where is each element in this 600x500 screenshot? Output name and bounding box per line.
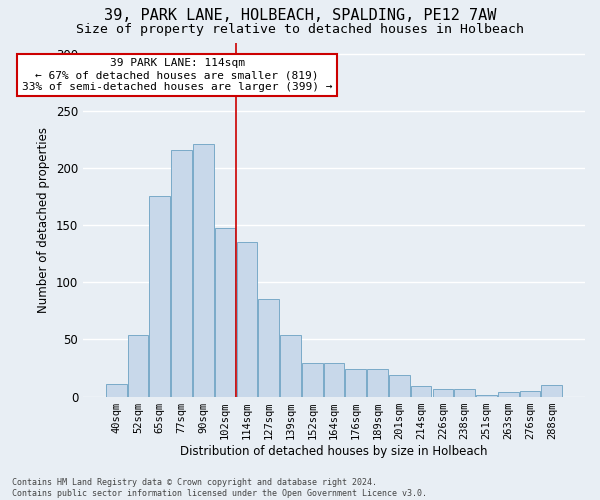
X-axis label: Distribution of detached houses by size in Holbeach: Distribution of detached houses by size … (180, 444, 488, 458)
Text: 39, PARK LANE, HOLBEACH, SPALDING, PE12 7AW: 39, PARK LANE, HOLBEACH, SPALDING, PE12 … (104, 8, 496, 22)
Text: 39 PARK LANE: 114sqm
← 67% of detached houses are smaller (819)
33% of semi-deta: 39 PARK LANE: 114sqm ← 67% of detached h… (22, 58, 332, 92)
Bar (149, 196, 170, 396)
Bar (106, 384, 127, 396)
Bar (128, 335, 148, 396)
Y-axis label: Number of detached properties: Number of detached properties (37, 126, 50, 312)
Text: Contains HM Land Registry data © Crown copyright and database right 2024.
Contai: Contains HM Land Registry data © Crown c… (12, 478, 427, 498)
Bar (411, 386, 431, 396)
Text: Size of property relative to detached houses in Holbeach: Size of property relative to detached ho… (76, 22, 524, 36)
Bar (259, 300, 279, 396)
Bar (215, 228, 235, 396)
Bar (433, 388, 453, 396)
Bar (346, 369, 366, 396)
Bar (302, 364, 323, 396)
Bar (498, 392, 518, 396)
Bar (389, 375, 410, 396)
Bar (171, 150, 192, 396)
Bar (520, 391, 541, 396)
Bar (236, 242, 257, 396)
Bar (280, 335, 301, 396)
Bar (454, 388, 475, 396)
Bar (367, 369, 388, 396)
Bar (323, 364, 344, 396)
Bar (541, 385, 562, 396)
Bar (193, 144, 214, 397)
